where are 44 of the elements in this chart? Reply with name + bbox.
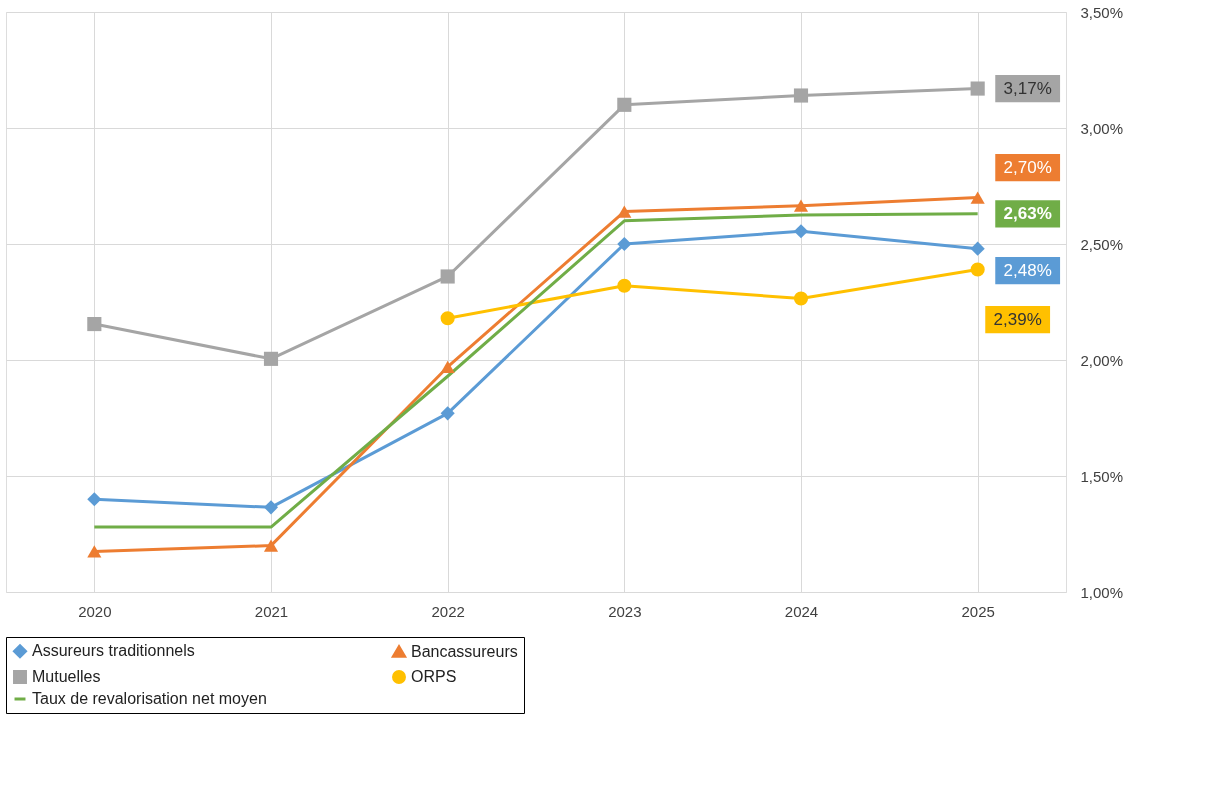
point: [793, 291, 809, 306]
point: [617, 236, 632, 252]
legend-label: ORPS: [411, 668, 457, 685]
point: [970, 81, 985, 96]
legend-label: Bancassureurs: [411, 642, 518, 660]
y-tick-label: 3,00%: [1080, 119, 1124, 137]
x-tick-label: 2023: [608, 602, 642, 620]
y-tick-label: 3,50%: [1080, 3, 1124, 21]
point: [440, 311, 455, 326]
point: [87, 316, 102, 332]
point: [970, 191, 985, 204]
x-tick-label: 2020: [78, 602, 112, 620]
legend-label: Assureurs traditionnels: [32, 642, 195, 660]
point: [440, 406, 455, 421]
point: [617, 278, 632, 293]
y-tick-label: 1,00%: [1080, 583, 1124, 601]
point: [263, 351, 279, 366]
legend-label: Mutuelles: [32, 668, 101, 685]
legend-label: Taux de revalorisation net moyen: [32, 690, 267, 707]
point: [793, 88, 809, 103]
x-tick-label: 2022: [431, 602, 465, 620]
point: [793, 199, 809, 212]
y-tick-label: 1,50%: [1080, 467, 1124, 485]
point: [440, 269, 455, 284]
data-label: 2,70%: [1003, 157, 1052, 177]
data-label: 2,63%: [1003, 203, 1052, 223]
y-tick-label: 2,00%: [1080, 351, 1124, 369]
x-tick-label: 2025: [961, 602, 995, 620]
data-label: 3,17%: [1003, 78, 1052, 98]
data-label: 2,39%: [993, 309, 1042, 329]
point: [440, 360, 455, 374]
x-tick-label: 2024: [784, 602, 819, 620]
data-label: 2,48%: [1003, 260, 1052, 280]
point: [263, 539, 279, 552]
point: [970, 241, 985, 256]
point: [970, 262, 985, 277]
point: [87, 492, 102, 507]
point: [793, 224, 809, 239]
point: [617, 97, 632, 112]
point: [87, 545, 102, 558]
y-tick-label: 2,50%: [1080, 235, 1124, 253]
point: [617, 205, 632, 218]
x-tick-label: 2021: [254, 602, 289, 620]
point: [263, 500, 279, 515]
